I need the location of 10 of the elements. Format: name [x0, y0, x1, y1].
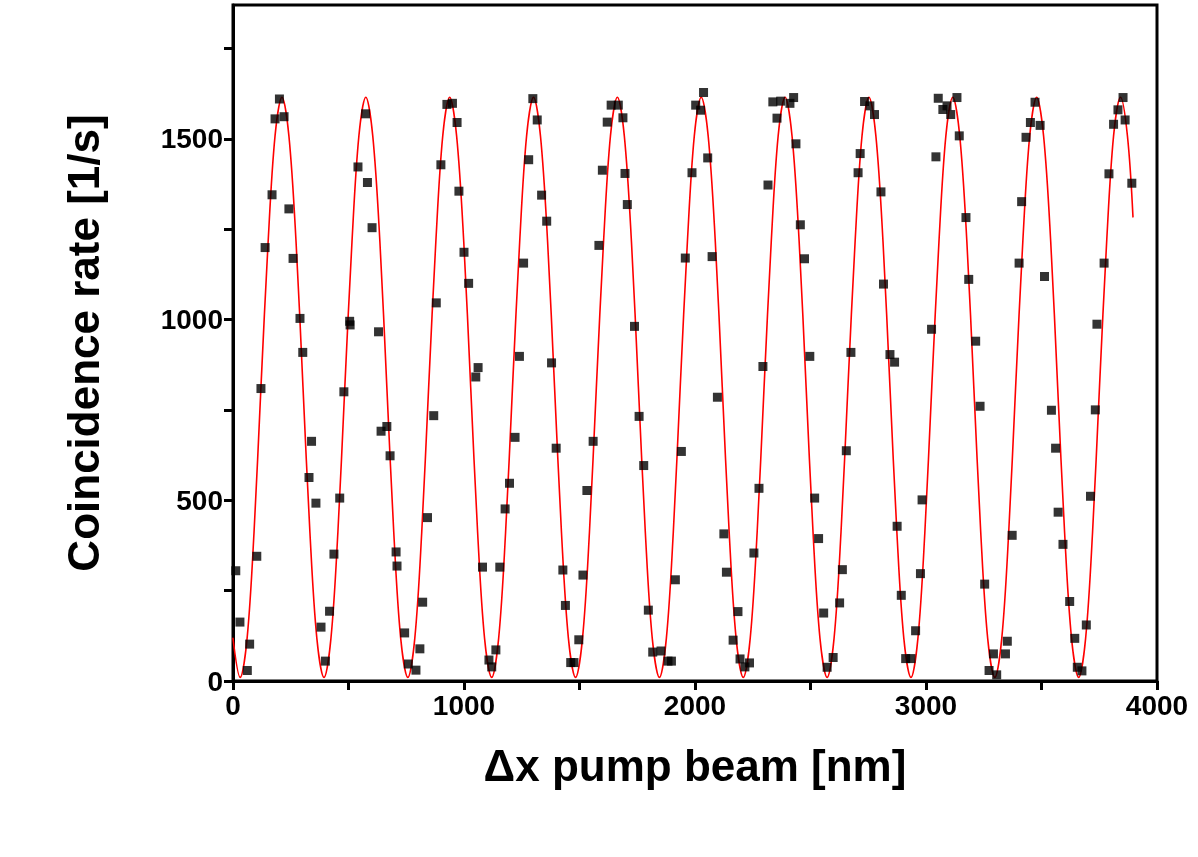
y-axis-title: Coincidence rate [1/s] [58, 114, 108, 572]
x-tick-label: 1000 [432, 689, 496, 721]
y-tick-label: 1500 [160, 123, 223, 155]
x-tick-label: 4000 [1125, 689, 1189, 721]
x-tick-label: 2000 [663, 689, 727, 721]
y-tick-label: 500 [176, 484, 223, 516]
y-tick-label: 0 [207, 665, 223, 697]
x-axis-title: Δx pump beam [nm] [483, 740, 907, 790]
y-tick-label: 1000 [160, 304, 223, 335]
x-tick-label: 3000 [894, 689, 958, 721]
